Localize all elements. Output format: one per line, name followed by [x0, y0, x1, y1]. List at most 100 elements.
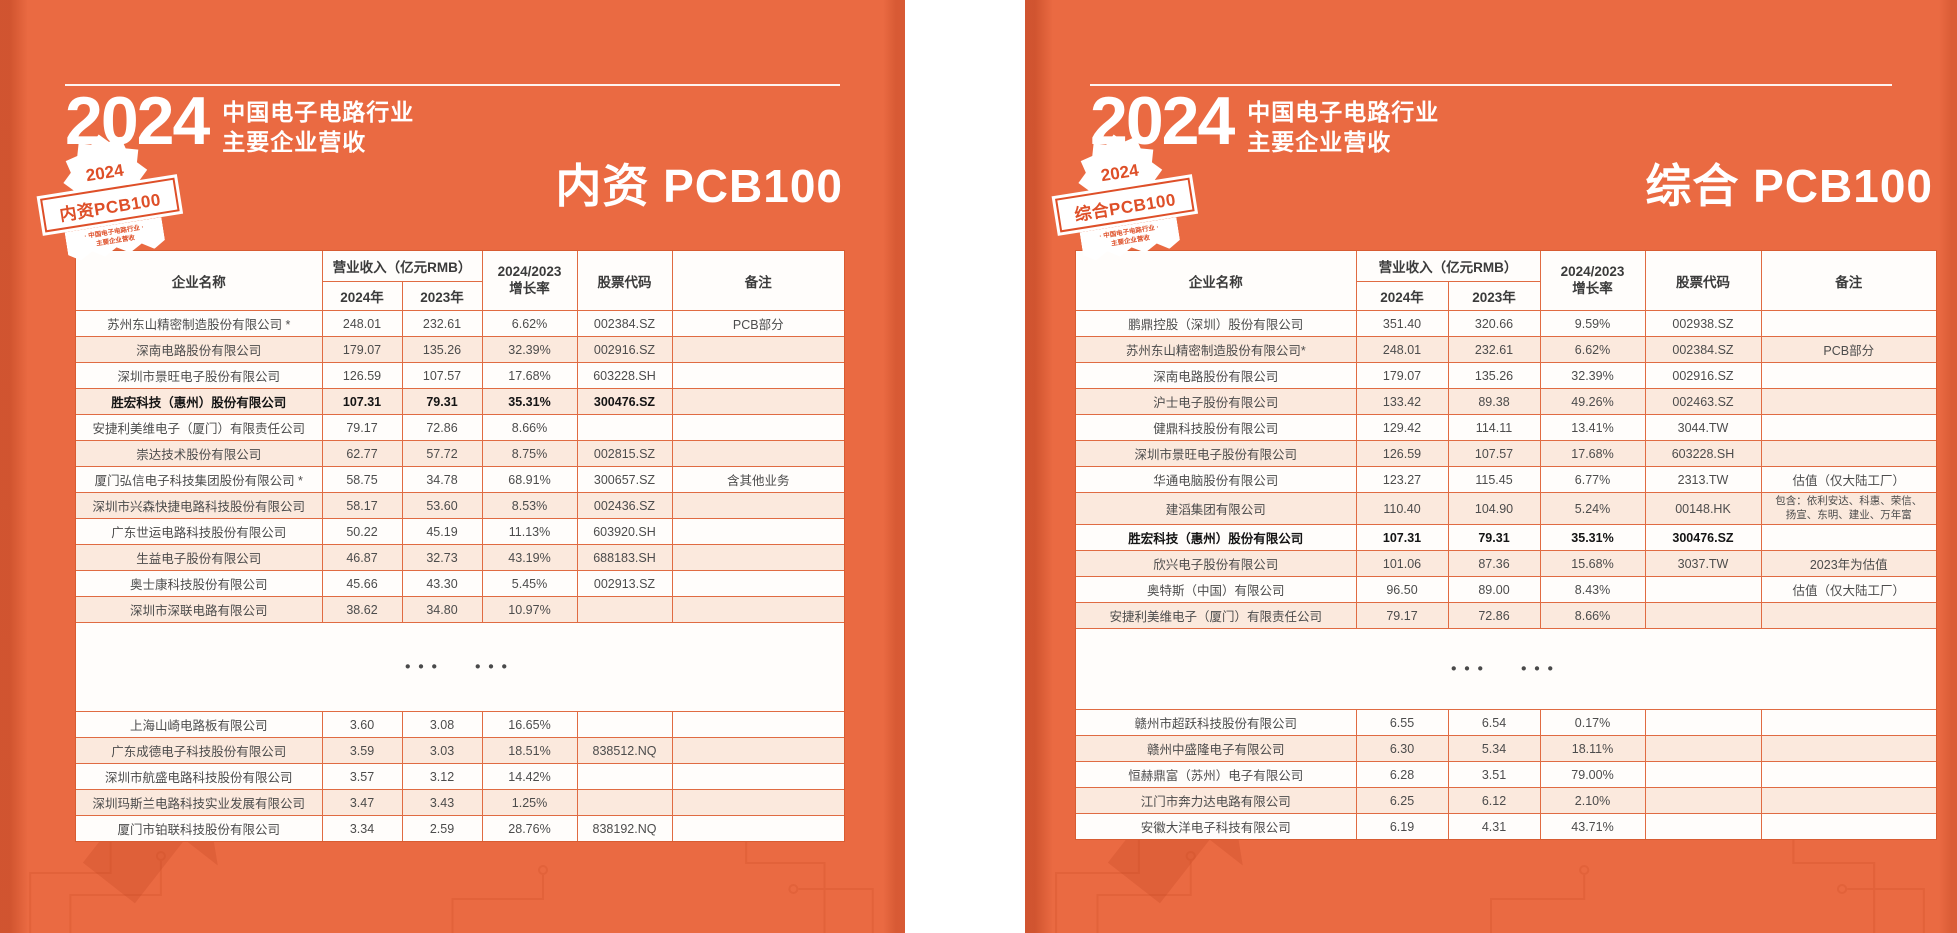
cell-r2023: 79.31: [1447, 524, 1541, 552]
cell-r2024: 3.60: [321, 711, 403, 738]
cell-code: 838192.NQ: [576, 815, 673, 841]
cell-code: 002815.SZ: [576, 440, 673, 467]
comprehensive-table: 企业名称 营业收入（亿元RMB） 2024/2023 增长率 股票代码 备注 2…: [1075, 250, 1937, 841]
cell-r2023: 2.59: [401, 815, 483, 841]
cell-growth: 8.75%: [481, 440, 578, 467]
table-row: 生益电子股份有限公司 46.87 32.73 43.19% 688183.SH: [76, 544, 844, 571]
table-row: 崇达技术股份有限公司 62.77 57.72 8.75% 002815.SZ: [76, 440, 844, 467]
cell-company: 安捷利美维电子（厦门）有限责任公司: [76, 414, 323, 441]
cell-code: 603228.SH: [576, 362, 673, 389]
cell-r2024: 6.55: [1355, 709, 1449, 737]
cell-r2023: 3.08: [401, 711, 483, 738]
table-row: 奥特斯（中国）有限公司 96.50 89.00 8.43% 估值（仅大陆工厂）: [1076, 576, 1936, 604]
cell-company: 深圳市航盛电路科技股份有限公司: [76, 763, 323, 790]
cell-growth: 18.11%: [1539, 735, 1646, 763]
cell-r2023: 57.72: [401, 440, 483, 467]
cell-company: 沪士电子股份有限公司: [1076, 388, 1357, 415]
header-lines: 中国电子电路行业 主要企业营收: [1247, 92, 1439, 158]
cell-code: 002916.SZ: [576, 336, 673, 363]
cell-code: 603228.SH: [1644, 440, 1762, 467]
cell-company: 苏州东山精密制造股份有限公司*: [1076, 336, 1357, 363]
cell-remark: [671, 544, 844, 571]
cell-company: 深圳市景旺电子股份有限公司: [1076, 440, 1357, 467]
cell-r2023: 104.90: [1447, 491, 1541, 526]
cell-growth: 43.71%: [1539, 813, 1646, 840]
cell-remark: [1760, 524, 1936, 552]
ellipsis-dots: ••• •••: [1451, 660, 1561, 678]
cell-growth: 6.62%: [481, 310, 578, 337]
domestic-table-top: 企业名称 营业收入（亿元RMB） 2024/2023 增长率 股票代码 备注 2…: [76, 251, 844, 623]
cell-company: 建滔集团有限公司: [1076, 491, 1357, 526]
table-row: 深圳玛斯兰电路科技实业发展有限公司 3.47 3.43 1.25%: [76, 789, 844, 816]
cell-company: 赣州市超跃科技股份有限公司: [1076, 709, 1357, 737]
col-2023: 2023年: [1447, 281, 1540, 311]
table-row: 安徽大洋电子科技有限公司 6.19 4.31 43.71%: [1076, 813, 1936, 840]
cell-company: 广东世运电路科技股份有限公司: [76, 518, 323, 545]
cell-growth: 6.77%: [1539, 466, 1646, 493]
cell-r2023: 6.12: [1447, 787, 1541, 815]
table-row: 安捷利美维电子（厦门）有限责任公司 79.17 72.86 8.66%: [76, 414, 844, 441]
cell-r2024: 101.06: [1355, 550, 1449, 578]
cell-remark: [1760, 440, 1936, 467]
cell-code: 002436.SZ: [576, 492, 673, 519]
col-growth-line2: 增长率: [1572, 280, 1613, 296]
table-header: 企业名称 营业收入（亿元RMB） 2024/2023 增长率 股票代码 备注 2…: [76, 251, 844, 311]
cell-code: 300476.SZ: [576, 388, 673, 415]
cell-company: 赣州中盛隆电子有限公司: [1076, 735, 1357, 763]
cell-r2024: 110.40: [1355, 491, 1449, 526]
cell-remark: [1760, 787, 1936, 815]
cell-company: 奥特斯（中国）有限公司: [1076, 576, 1357, 604]
panel-comprehensive-pcb100: 2024 中国电子电路行业 主要企业营收 2024 综合PCB100 · 中国电…: [1025, 0, 1957, 933]
cell-r2023: 3.12: [401, 763, 483, 790]
table-body-bottom: 上海山崎电路板有限公司 3.60 3.08 16.65% 广东成德电子科技股份有限公司 3…: [76, 711, 844, 841]
header-line1: 中国电子电路行业: [1247, 99, 1440, 125]
cell-code: 688183.SH: [576, 544, 673, 571]
cell-remark: [671, 815, 844, 841]
cell-r2023: 4.31: [1447, 813, 1541, 840]
cell-growth: 32.39%: [481, 336, 578, 363]
cell-r2023: 32.73: [401, 544, 483, 571]
cell-growth: 43.19%: [481, 544, 578, 571]
cell-remark: [671, 336, 844, 363]
table-row: 赣州市超跃科技股份有限公司 6.55 6.54 0.17%: [1076, 709, 1936, 737]
cell-growth: 13.41%: [1539, 414, 1646, 441]
cell-remark: [1760, 362, 1936, 389]
cell-growth: 14.42%: [481, 763, 578, 790]
col-growth: 2024/2023 增长率: [481, 251, 578, 311]
table-row: 健鼎科技股份有限公司 129.42 114.11 13.41% 3044.TW: [1076, 414, 1936, 441]
cell-code: 603920.SH: [576, 518, 673, 545]
cell-r2023: 89.38: [1447, 388, 1541, 415]
cell-r2024: 6.28: [1355, 761, 1449, 789]
cell-r2023: 5.34: [1447, 735, 1541, 763]
cell-company: 欣兴电子股份有限公司: [1076, 550, 1357, 578]
cell-growth: 8.43%: [1539, 576, 1646, 604]
cell-r2023: 115.45: [1447, 466, 1541, 493]
cell-code: [1644, 813, 1762, 840]
cell-company: 江门市奔力达电路有限公司: [1076, 787, 1357, 815]
cell-r2023: 320.66: [1447, 310, 1541, 337]
col-growth-line2: 增长率: [509, 280, 550, 296]
cell-code: 300657.SZ: [576, 466, 673, 493]
cell-company: 广东成德电子科技股份有限公司: [76, 737, 323, 764]
cell-remark: [1760, 761, 1936, 789]
cell-remark: [671, 518, 844, 545]
table-header: 企业名称 营业收入（亿元RMB） 2024/2023 增长率 股票代码 备注 2…: [1076, 251, 1936, 311]
col-company: 企业名称: [1076, 251, 1357, 311]
table-row: 恒赫鼎富（苏州）电子有限公司 6.28 3.51 79.00%: [1076, 761, 1936, 789]
cell-company: 深圳玛斯兰电路科技实业发展有限公司: [76, 789, 323, 816]
comprehensive-table-top: 企业名称 营业收入（亿元RMB） 2024/2023 增长率 股票代码 备注 2…: [1076, 251, 1936, 630]
cell-r2023: 72.86: [401, 414, 483, 441]
top-rule: [1090, 84, 1892, 86]
cell-remark: [671, 440, 844, 467]
cell-growth: 18.51%: [481, 737, 578, 764]
table-row: 深圳市景旺电子股份有限公司 126.59 107.57 17.68% 603228.SH: [76, 362, 844, 389]
cell-r2024: 58.17: [321, 492, 403, 519]
table-row: 建滔集团有限公司 110.40 104.90 5.24% 00148.HK 包含：依利安达…: [1076, 491, 1936, 526]
cell-code: [576, 596, 673, 623]
table-row: 深圳市兴森快捷电路科技股份有限公司 58.17 53.60 8.53% 002436.S…: [76, 492, 844, 519]
cell-growth: 17.68%: [481, 362, 578, 389]
section-title-comprehensive: 综合 PCB100: [1645, 160, 1933, 212]
cell-r2024: 129.42: [1355, 414, 1449, 441]
table-row: 深南电路股份有限公司 179.07 135.26 32.39% 002916.SZ: [76, 336, 844, 363]
cell-code: 00148.HK: [1644, 491, 1762, 526]
